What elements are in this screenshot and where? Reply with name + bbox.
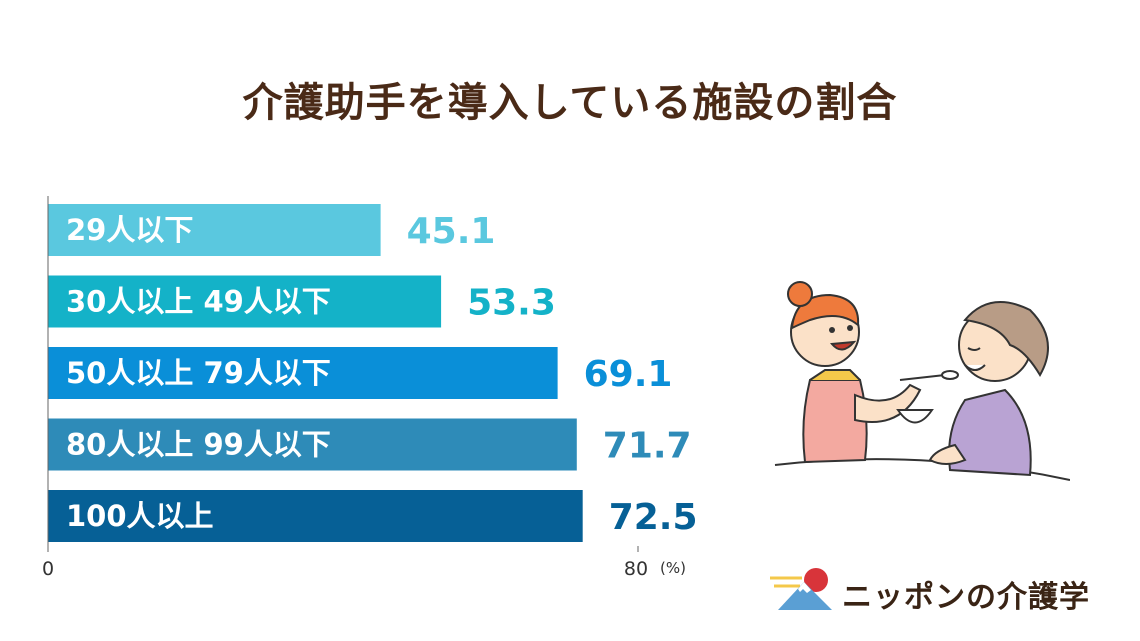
value-label-2: 53.3	[467, 283, 556, 324]
category-label-2: 30人以上 49人以下	[66, 285, 331, 319]
bar-5	[48, 490, 583, 542]
value-label-5: 72.5	[609, 497, 698, 538]
x-tick-label-80: 80	[624, 558, 648, 580]
bar-1	[48, 204, 381, 256]
mount-fuji-sunrise-icon	[770, 568, 832, 610]
bar-4	[48, 418, 577, 471]
value-label-1: 45.1	[407, 211, 496, 252]
chart-title: 介護助手を導入している施設の割合	[242, 80, 898, 126]
caregiver-illustration	[774, 281, 1070, 481]
bar-chart: 29人以下 45.1 30人以上 49人以下 53.3 50人以上 79人以下 69.1 8…	[42, 196, 698, 580]
category-label-5: 100人以上	[66, 499, 214, 533]
value-label-3: 69.1	[584, 354, 673, 395]
category-label-4: 80人以上 99人以下	[66, 428, 331, 462]
x-unit-label: (%)	[660, 559, 686, 577]
value-label-4: 71.7	[603, 426, 692, 467]
category-label-3: 50人以上 79人以下	[66, 356, 331, 390]
brand-logo: ニッポンの介護学	[770, 560, 1130, 620]
x-tick-label-0: 0	[42, 558, 54, 580]
bar-3	[48, 347, 558, 399]
brand-name: ニッポンの介護学	[842, 580, 1090, 615]
bar-2	[48, 275, 442, 328]
category-label-1: 29人以下	[66, 213, 193, 247]
bars-group: 29人以下 45.1 30人以上 49人以下 53.3 50人以上 79人以下 69.1 8…	[48, 204, 698, 542]
